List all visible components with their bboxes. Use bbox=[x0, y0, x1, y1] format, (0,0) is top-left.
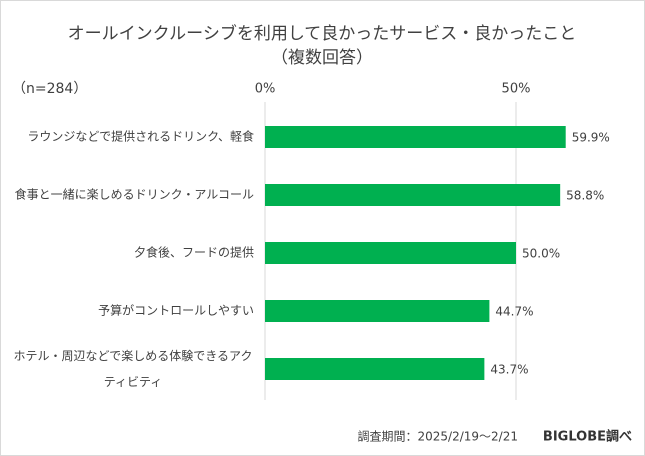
y-tick-label: 食事と一緒に楽しめるドリンク・アルコール bbox=[15, 187, 254, 202]
data-label: 50.0% bbox=[522, 247, 560, 261]
source: 調査期間：2025/2/19～2/21 bbox=[358, 430, 518, 444]
data-label: 58.8% bbox=[566, 189, 604, 203]
data-label: 44.7% bbox=[495, 305, 533, 319]
bar bbox=[265, 242, 516, 264]
chart-subtitle: （複数回答） bbox=[271, 48, 373, 68]
y-tick-label: ラウンジなどで提供されるドリンク、軽食 bbox=[27, 129, 254, 144]
chart-title: オールインクルーシブを利用して良かったサービス・良かったこと bbox=[68, 23, 577, 44]
sample-size: （n=284） bbox=[12, 81, 87, 97]
bar bbox=[265, 184, 561, 206]
bar bbox=[265, 300, 490, 322]
y-tick-label: ホテル・周辺などで楽しめる体験できるアクティビティ bbox=[14, 348, 253, 389]
y-tick-label: 夕食後、フードの提供 bbox=[134, 245, 254, 260]
x-tick-label: 0% bbox=[255, 82, 276, 97]
bar bbox=[265, 126, 566, 148]
data-label: 43.7% bbox=[490, 363, 528, 377]
credit: BIGLOBE調べ bbox=[543, 429, 632, 445]
y-tick-label: 予算がコントロールしやすい bbox=[98, 303, 254, 318]
data-label: 59.9% bbox=[572, 131, 610, 145]
x-tick-label: 50% bbox=[502, 82, 531, 97]
bar bbox=[265, 358, 485, 380]
